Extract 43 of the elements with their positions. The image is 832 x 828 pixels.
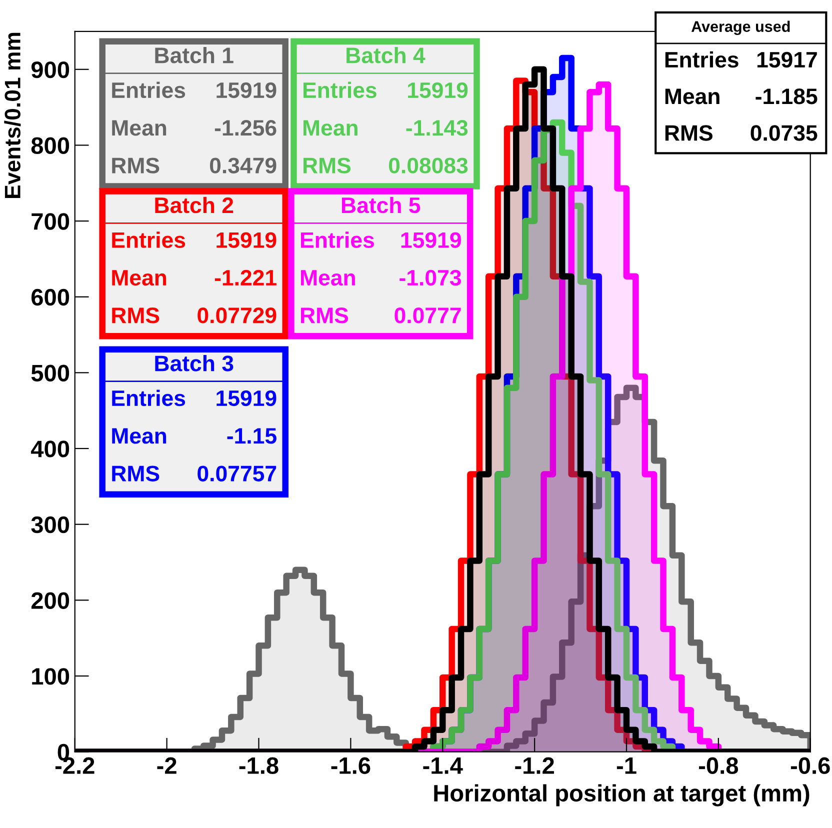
text: Entries 15919 — [301, 232, 461, 248]
text: Batch 1 — [155, 46, 234, 64]
x-tick-label: -1.6 — [331, 757, 370, 774]
text: Batch 4 — [346, 46, 426, 64]
text: Mean -1.221 — [112, 270, 276, 286]
x-tick-label: -0.6 — [790, 757, 830, 774]
text: Batch 3 — [155, 354, 234, 372]
text: Mean -1.185 — [665, 88, 818, 104]
text: Mean -1.256 — [112, 120, 276, 136]
x-tick-label: -2 — [157, 757, 176, 774]
y-tick-label: 600 — [31, 288, 70, 306]
y-tick-label: 500 — [31, 364, 70, 382]
x-tick-label: -1.4 — [423, 758, 463, 774]
text: RMS 0.0735 — [665, 125, 818, 141]
text: Entries 15919 — [304, 82, 468, 98]
y-tick-label: 200 — [31, 592, 70, 609]
x-tick-label: -1.2 — [515, 757, 554, 774]
x-tick-label: -0.8 — [699, 757, 738, 774]
text: RMS 0.08083 — [304, 158, 468, 174]
y-tick-label: 700 — [32, 213, 70, 230]
text: Batch 2 — [155, 196, 234, 214]
y-tick-label: 900 — [31, 61, 70, 78]
text: Entries 15919 — [112, 390, 276, 406]
text: RMS 0.07757 — [112, 466, 276, 482]
text: RMS 0.3479 — [112, 158, 276, 174]
y-tick-label: 300 — [31, 516, 70, 534]
text: Average used — [691, 20, 790, 36]
text: Mean -1.143 — [304, 120, 468, 136]
text: RMS 0.07729 — [112, 308, 276, 324]
x-tick-label: -1.8 — [239, 757, 278, 774]
annotation: Entries 15917 — [665, 51, 817, 68]
text: RMS 0.0777 — [301, 308, 461, 324]
y-tick-label: 400 — [30, 440, 70, 458]
y-axis-title: Events/0.01 mm — [4, 32, 21, 198]
text: Mean -1.073 — [301, 270, 461, 286]
x-axis-title: Horizontal position at target (mm) — [434, 784, 810, 806]
text: Batch 5 — [342, 196, 420, 214]
text: Entries 15919 — [112, 82, 276, 98]
text: Entries 15919 — [112, 232, 276, 248]
y-tick-label: 100 — [32, 668, 70, 685]
y-tick-label: 800 — [31, 137, 70, 154]
x-tick-label: -1 — [616, 758, 636, 774]
text: Mean -1.15 — [112, 428, 276, 444]
